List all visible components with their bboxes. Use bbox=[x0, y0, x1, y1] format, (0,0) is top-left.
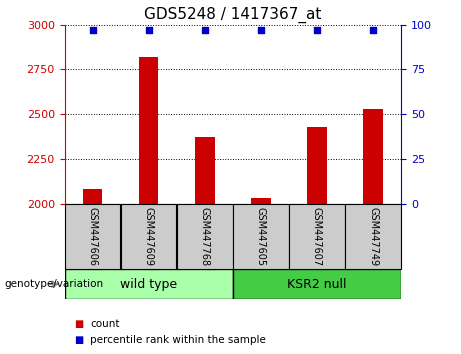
Text: GSM447607: GSM447607 bbox=[312, 207, 322, 266]
Point bbox=[369, 27, 377, 33]
Point bbox=[257, 27, 265, 33]
FancyBboxPatch shape bbox=[345, 204, 401, 269]
Text: GSM447605: GSM447605 bbox=[256, 207, 266, 266]
FancyBboxPatch shape bbox=[289, 204, 345, 269]
Bar bbox=[195, 137, 214, 204]
Point bbox=[145, 27, 152, 33]
Bar bbox=[83, 189, 102, 204]
Point bbox=[313, 27, 321, 33]
Point bbox=[89, 27, 96, 33]
Bar bbox=[363, 109, 383, 204]
FancyBboxPatch shape bbox=[177, 204, 232, 269]
FancyBboxPatch shape bbox=[121, 204, 177, 269]
Text: wild type: wild type bbox=[120, 278, 177, 291]
Bar bbox=[307, 127, 327, 204]
Title: GDS5248 / 1417367_at: GDS5248 / 1417367_at bbox=[144, 7, 321, 23]
Text: KSR2 null: KSR2 null bbox=[287, 278, 347, 291]
FancyBboxPatch shape bbox=[233, 269, 401, 299]
Text: GSM447749: GSM447749 bbox=[368, 207, 378, 266]
Text: count: count bbox=[90, 319, 119, 329]
Text: percentile rank within the sample: percentile rank within the sample bbox=[90, 335, 266, 345]
Point bbox=[201, 27, 208, 33]
FancyBboxPatch shape bbox=[233, 204, 289, 269]
Text: genotype/variation: genotype/variation bbox=[5, 279, 104, 289]
Bar bbox=[139, 57, 159, 204]
FancyBboxPatch shape bbox=[65, 269, 232, 299]
Text: GSM447609: GSM447609 bbox=[144, 207, 154, 266]
Bar bbox=[251, 198, 271, 204]
Text: GSM447768: GSM447768 bbox=[200, 207, 210, 266]
Text: ■: ■ bbox=[74, 319, 83, 329]
Text: ■: ■ bbox=[74, 335, 83, 345]
FancyBboxPatch shape bbox=[65, 204, 120, 269]
Text: GSM447606: GSM447606 bbox=[88, 207, 98, 266]
